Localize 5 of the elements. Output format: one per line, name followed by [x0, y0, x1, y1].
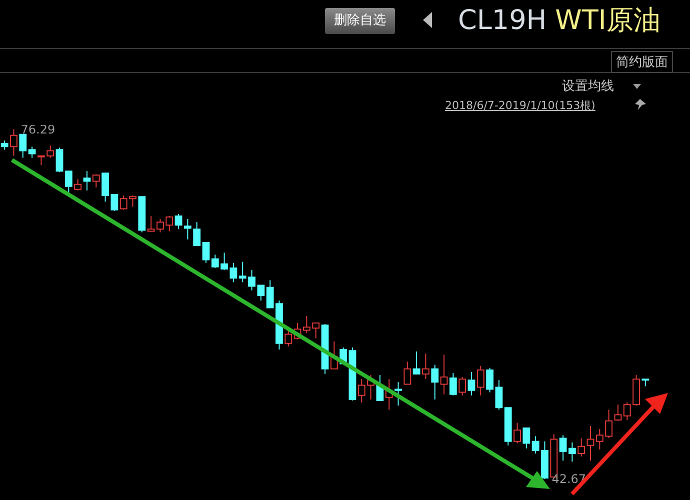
- text: 设置均线: [562, 78, 614, 95]
- text: 简约版面: [611, 51, 673, 73]
- text: 删除自选: [325, 8, 395, 34]
- chart-subtitle: 2018/6/7-2019/1/10(153根): [445, 98, 596, 113]
- chart-title: CL19H WTI原油: [458, 5, 660, 36]
